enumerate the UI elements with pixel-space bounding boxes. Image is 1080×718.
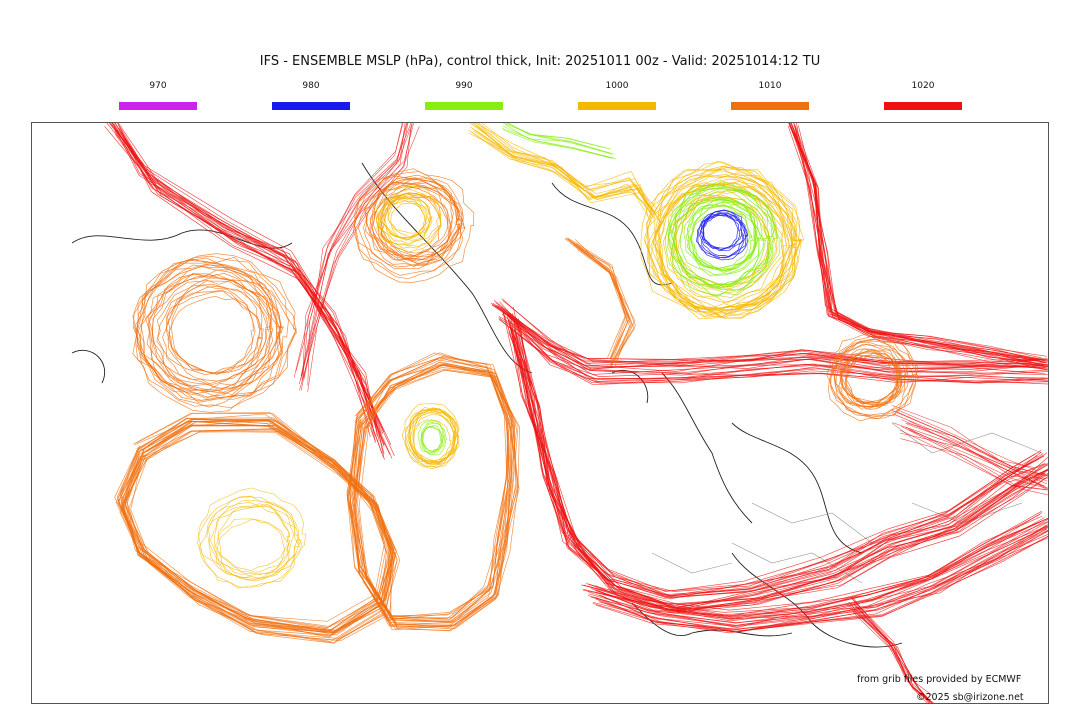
- legend-label: 1000: [605, 81, 629, 91]
- legend-label: 1010: [758, 81, 782, 91]
- isobar-map: [71, 123, 1048, 703]
- map-panel: [31, 122, 1049, 704]
- legend-swatch: [884, 102, 962, 110]
- legend-swatch: [731, 102, 809, 110]
- isobar-contours: [104, 123, 1048, 703]
- source-credit: from grib files provided by ECMWF: [857, 674, 1022, 685]
- legend-item-1000: 1000: [578, 80, 656, 110]
- copyright-credit: ©2025 sb@irizone.net: [916, 692, 1024, 703]
- legend-label: 1020: [911, 81, 935, 91]
- legend-swatch: [425, 102, 503, 110]
- legend-item-970: 970: [119, 80, 197, 110]
- chart-title: IFS - ENSEMBLE MSLP (hPa), control thick…: [259, 54, 821, 69]
- legend-label: 970: [149, 81, 167, 91]
- legend-item-1010: 1010: [731, 80, 809, 110]
- legend-label: 980: [302, 81, 320, 91]
- legend-swatch: [578, 102, 656, 110]
- legend-label: 990: [455, 81, 473, 91]
- legend-item-990: 990: [425, 80, 503, 110]
- legend-swatch: [272, 102, 350, 110]
- legend-item-1020: 1020: [884, 80, 962, 110]
- legend-swatch: [119, 102, 197, 110]
- legend-item-980: 980: [272, 80, 350, 110]
